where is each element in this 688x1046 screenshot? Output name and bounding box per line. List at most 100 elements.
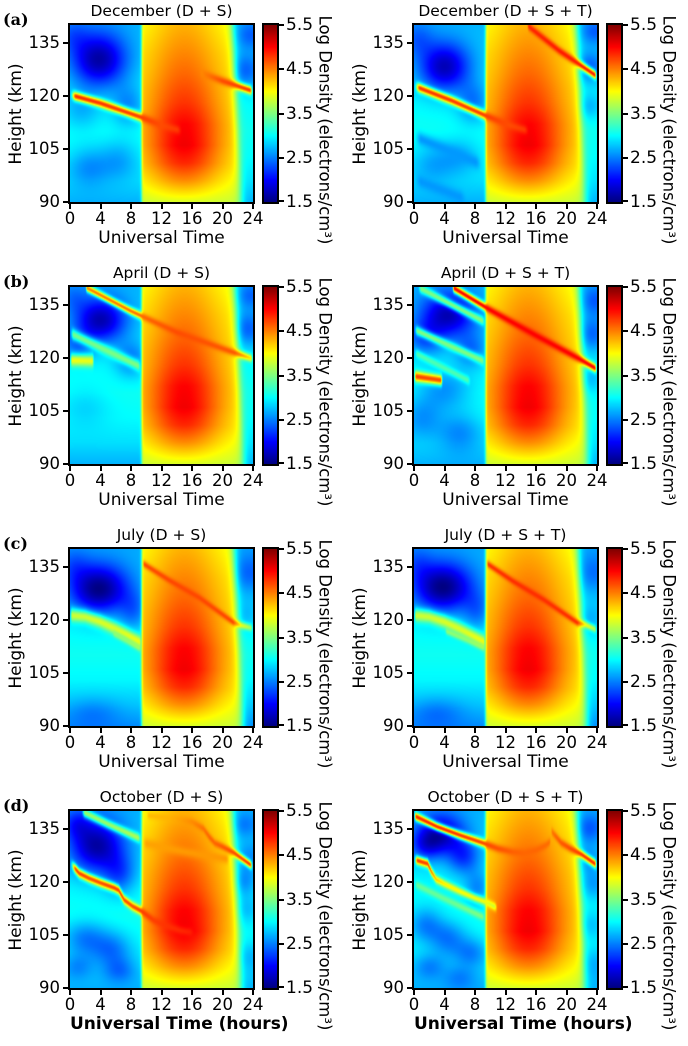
heatmap-july-d-s-t (414, 549, 597, 726)
x-tick-mark (443, 728, 446, 733)
colorbar-tick-label: 4.5 (286, 59, 314, 80)
x-tick-label: 12 (151, 471, 172, 490)
colorbar-tick-label: 4.5 (630, 59, 658, 80)
x-tick-label: 4 (439, 733, 450, 752)
colorbar-gradient (608, 811, 621, 988)
colorbar-tick-mark (623, 724, 628, 726)
y-tick-mark (63, 933, 68, 936)
y-tick-label: 120 (372, 609, 405, 629)
y-tick-mark (407, 41, 412, 44)
y-tick-label: 120 (372, 347, 405, 367)
y-tick-label: 120 (372, 85, 405, 105)
colorbar-tick-mark (279, 942, 284, 945)
x-tick-mark (474, 204, 476, 209)
x-tick-mark (443, 990, 446, 995)
x-tick-label: 0 (64, 209, 76, 228)
x-tick-mark (413, 728, 415, 733)
colorbar-frame (606, 285, 623, 466)
y-axis-label: Height (km) (350, 848, 370, 951)
colorbar-tick-label: 2.5 (630, 671, 658, 692)
colorbar-tick-label: 5.5 (286, 539, 314, 559)
y-tick-label: 105 (372, 662, 405, 682)
x-axis-label: Universal Time (98, 490, 225, 510)
colorbar-tick-mark (623, 942, 628, 945)
y-tick-mark (407, 565, 412, 568)
panel-row-label: (a) (3, 10, 29, 29)
colorbar-tick-label: 4.5 (286, 845, 314, 866)
colorbar-tick-mark (279, 810, 284, 812)
plot-frame (412, 547, 599, 728)
colorbar-label: Log Density (electrons/cm³) (659, 15, 679, 245)
colorbar-tick-label: 4.5 (630, 583, 658, 604)
x-tick-label: 16 (525, 995, 547, 1014)
x-tick-mark (474, 466, 476, 471)
x-tick-mark (99, 990, 102, 995)
colorbar-tick-mark (279, 200, 284, 202)
y-tick-label: 105 (372, 138, 405, 158)
x-tick-label: 20 (556, 209, 577, 228)
colorbar-label: Log Density (electrons/cm³) (315, 801, 335, 1031)
x-tick-mark (252, 204, 254, 209)
colorbar-tick-mark (623, 898, 628, 901)
x-tick-mark (413, 990, 415, 995)
x-tick-label: 0 (408, 995, 420, 1014)
x-tick-mark (130, 990, 132, 995)
x-tick-mark (191, 466, 193, 471)
x-tick-mark (221, 990, 224, 995)
x-axis-label: Universal Time (442, 228, 569, 248)
panel-title-december-d-s: December (D + S) (90, 2, 233, 20)
x-tick-mark (565, 990, 568, 995)
x-tick-mark (565, 466, 568, 471)
y-tick-mark (407, 671, 412, 674)
colorbar-frame (262, 809, 279, 990)
y-tick-mark (407, 933, 412, 936)
colorbar-tick-label: 3.5 (286, 103, 314, 124)
x-tick-label: 12 (495, 209, 516, 228)
x-tick-label: 20 (212, 471, 233, 490)
x-tick-label: 20 (556, 995, 577, 1014)
x-tick-mark (191, 990, 193, 995)
x-tick-label: 0 (64, 733, 76, 752)
x-tick-label: 4 (95, 995, 106, 1014)
x-tick-label: 24 (586, 471, 608, 490)
y-tick-label: 120 (28, 871, 61, 891)
x-tick-label: 20 (556, 471, 577, 490)
x-tick-label: 24 (242, 471, 264, 490)
x-tick-label: 8 (469, 995, 481, 1014)
colorbar-tick-label: 3.5 (630, 627, 658, 648)
y-tick-mark (63, 303, 68, 306)
x-tick-label: 4 (439, 209, 450, 228)
colorbar-tick-mark (279, 986, 284, 988)
plot-frame (412, 809, 599, 990)
colorbar-gradient (264, 25, 277, 202)
x-tick-label: 8 (469, 471, 481, 490)
y-tick-mark (407, 827, 412, 830)
x-tick-mark (504, 466, 507, 471)
x-tick-label: 8 (125, 995, 137, 1014)
x-tick-mark (130, 466, 132, 471)
x-tick-label: 4 (95, 209, 106, 228)
x-tick-label: 16 (525, 471, 547, 490)
x-tick-label: 24 (242, 733, 264, 752)
x-tick-label: 12 (495, 995, 516, 1014)
y-tick-label: 135 (372, 294, 405, 314)
panel-title-april-d-s: April (D + S) (112, 264, 211, 282)
x-tick-label: 12 (151, 209, 172, 228)
x-axis-label: Universal Time (98, 752, 225, 772)
y-tick-label: 90 (39, 716, 60, 735)
colorbar-tick-mark (279, 724, 284, 726)
x-tick-mark (160, 466, 163, 471)
x-tick-mark (221, 204, 224, 209)
panel-title-april-d-s-t: April (D + S + T) (440, 264, 571, 282)
colorbar-tick-label: 3.5 (630, 889, 658, 910)
colorbar-label: Log Density (electrons/cm³) (315, 539, 335, 769)
x-tick-mark (69, 466, 71, 471)
colorbar-tick-mark (623, 592, 628, 595)
x-tick-mark (221, 728, 224, 733)
x-tick-label: 20 (556, 733, 577, 752)
colorbar-tick-mark (623, 418, 628, 421)
colorbar-frame (262, 547, 279, 728)
colorbar-tick-label: 1.5 (630, 192, 658, 212)
plot-frame (412, 23, 599, 204)
